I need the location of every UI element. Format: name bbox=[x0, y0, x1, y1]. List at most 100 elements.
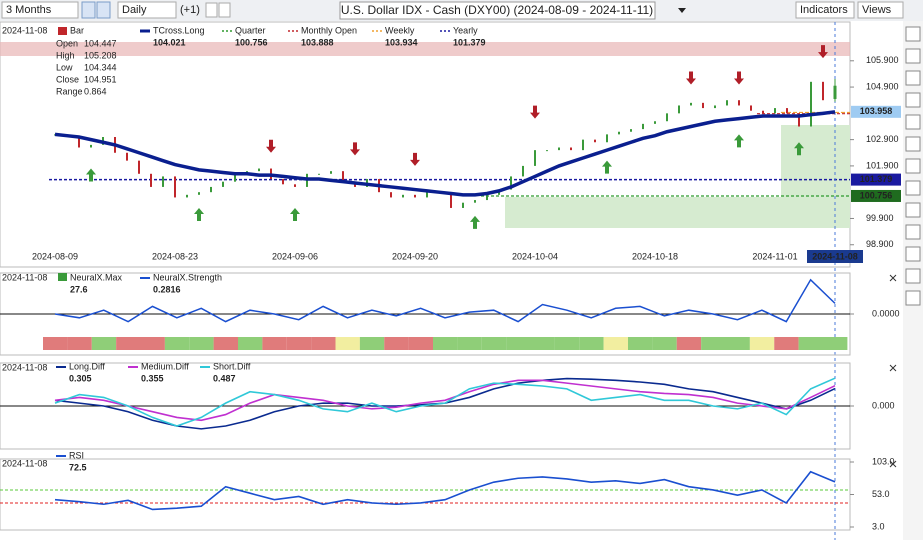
legend-text: Weekly bbox=[385, 25, 415, 35]
legend-value: 72.5 bbox=[69, 462, 87, 472]
tool-button[interactable] bbox=[905, 114, 921, 130]
legend-value: 27.6 bbox=[70, 284, 88, 294]
tool-button[interactable] bbox=[905, 136, 921, 152]
interval-select[interactable] bbox=[117, 1, 177, 19]
offset-down[interactable] bbox=[218, 2, 231, 18]
ohlc-value: 104.447 bbox=[84, 38, 117, 48]
signal-band bbox=[628, 337, 653, 350]
views-text: Views bbox=[862, 4, 892, 16]
signal-band bbox=[530, 337, 555, 350]
signal-band bbox=[408, 337, 434, 350]
range-text: 3 Months bbox=[6, 4, 52, 16]
legend-text: Quarter bbox=[235, 25, 266, 35]
up-arrow bbox=[86, 168, 96, 182]
signal-band bbox=[457, 337, 482, 350]
price-tag bbox=[851, 173, 901, 186]
current-date-box bbox=[807, 250, 863, 263]
tool-button[interactable] bbox=[905, 26, 921, 42]
tool-button[interactable] bbox=[905, 224, 921, 240]
legend-value: 0.305 bbox=[69, 373, 92, 383]
tool-button[interactable] bbox=[905, 48, 921, 64]
tool-button[interactable] bbox=[905, 158, 921, 174]
signal-band bbox=[798, 337, 824, 350]
views-button[interactable] bbox=[857, 1, 904, 19]
symbol-box[interactable] bbox=[339, 1, 656, 20]
legend-value: 0.2816 bbox=[153, 284, 181, 294]
signal-band bbox=[359, 337, 385, 350]
legend-text: Long.Diff bbox=[69, 361, 105, 371]
x-tick-label: 2024-09-06 bbox=[272, 251, 318, 261]
legend-icon bbox=[58, 27, 67, 35]
signal-band bbox=[652, 337, 677, 350]
tool-button[interactable] bbox=[905, 202, 921, 218]
panel-close[interactable] bbox=[889, 460, 897, 468]
tool-button[interactable] bbox=[905, 268, 921, 284]
signal-band bbox=[603, 337, 629, 350]
tool-button[interactable] bbox=[905, 290, 921, 306]
panel-close[interactable] bbox=[889, 274, 897, 282]
legend-value: 0.355 bbox=[141, 373, 164, 383]
up-arrow bbox=[290, 207, 300, 221]
symbol-text: U.S. Dollar IDX - Cash (DXY00) (2024-08-… bbox=[341, 3, 653, 17]
up-arrow bbox=[470, 215, 480, 229]
range-select[interactable] bbox=[1, 1, 79, 19]
legend-text: Short.Diff bbox=[213, 361, 251, 371]
legend-value: 103.934 bbox=[385, 37, 418, 47]
ohlc-label: Close bbox=[56, 74, 79, 84]
x-tick-label: 2024-10-04 bbox=[512, 251, 558, 261]
legend-text: NeuralX.Max bbox=[70, 272, 123, 282]
ohlc-value: 0.864 bbox=[84, 86, 107, 96]
up-arrow bbox=[194, 207, 204, 221]
indicators-button[interactable] bbox=[795, 1, 855, 19]
ohlc-label: High bbox=[56, 50, 75, 60]
legend-icon bbox=[58, 273, 67, 281]
tool-button[interactable] bbox=[905, 70, 921, 86]
down-arrow bbox=[734, 71, 744, 85]
candle-body bbox=[833, 85, 837, 99]
x-tick-label: 2024-08-09 bbox=[32, 251, 78, 261]
y-tick-label: 98.900 bbox=[866, 239, 894, 249]
up-arrow bbox=[734, 134, 744, 148]
x-tick-label: 2024-09-20 bbox=[392, 251, 438, 261]
tool-button[interactable] bbox=[905, 246, 921, 262]
indicator-line bbox=[54, 470, 836, 511]
y-tick-label: 0.0000 bbox=[872, 308, 900, 318]
zoom-out[interactable] bbox=[96, 1, 111, 19]
x-tick-label: 2024-08-23 bbox=[152, 251, 198, 261]
y-tick-label: 102.900 bbox=[866, 134, 899, 144]
ohlc-label: Low bbox=[56, 62, 73, 72]
price-tag-text: 101.379 bbox=[860, 174, 893, 184]
resistance-zone bbox=[0, 42, 850, 56]
panel-close[interactable] bbox=[889, 364, 897, 372]
signal-band bbox=[238, 337, 263, 350]
tool-button[interactable] bbox=[905, 92, 921, 108]
offset-up[interactable] bbox=[205, 2, 218, 18]
down-arrow bbox=[410, 152, 420, 166]
up-arrow bbox=[794, 142, 804, 156]
y-tick-label: 103.0 bbox=[872, 456, 895, 466]
tcross-line bbox=[54, 110, 836, 197]
support-zone bbox=[781, 125, 850, 197]
signal-band bbox=[91, 337, 117, 350]
signal-band bbox=[433, 337, 458, 350]
legend-text: Medium.Diff bbox=[141, 361, 189, 371]
signal-band bbox=[164, 337, 190, 350]
tool-button[interactable] bbox=[905, 180, 921, 196]
signal-band bbox=[286, 337, 312, 350]
legend-date: 2024-11-08 bbox=[2, 25, 47, 35]
y-tick-label: 53.0 bbox=[872, 489, 890, 499]
symbol-caret[interactable] bbox=[678, 8, 686, 13]
signal-band bbox=[725, 337, 750, 350]
down-arrow bbox=[266, 139, 276, 153]
legend-text: RSI bbox=[69, 450, 84, 460]
signal-band bbox=[823, 337, 848, 350]
zoom-in[interactable] bbox=[81, 1, 96, 19]
signal-band bbox=[189, 337, 214, 350]
indicator-line bbox=[54, 379, 836, 422]
offset-text: (+1) bbox=[180, 4, 200, 16]
x-tick-label: 2024-10-18 bbox=[632, 251, 678, 261]
signal-band bbox=[749, 337, 775, 350]
legend-value: 101.379 bbox=[453, 37, 486, 47]
signal-band bbox=[579, 337, 604, 350]
